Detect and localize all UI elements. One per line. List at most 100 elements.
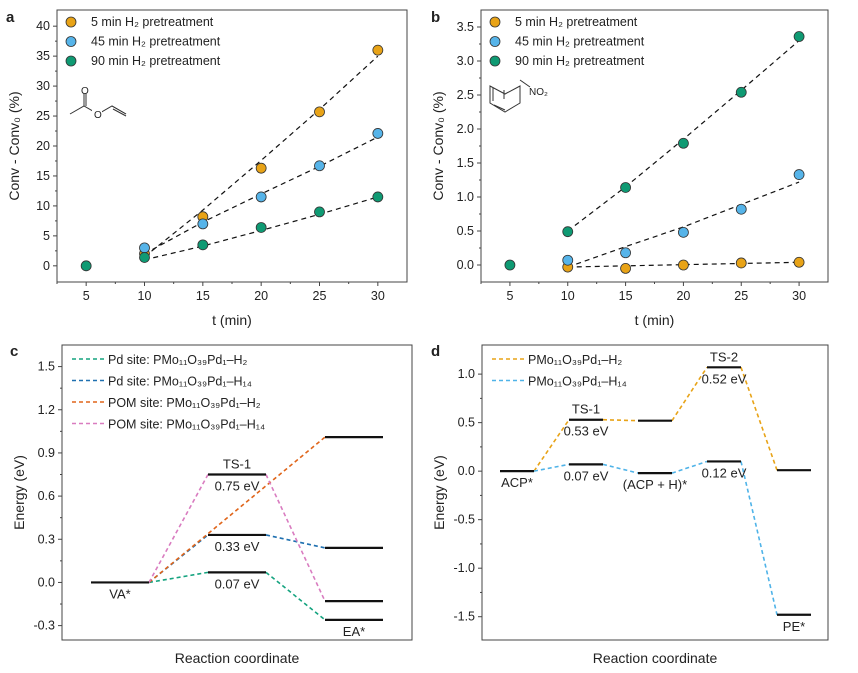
data-point-1	[314, 160, 325, 172]
legend-marker-0	[65, 16, 77, 28]
annotation-label: 0.53 eV	[564, 424, 609, 439]
x-axis-label: t (min)	[212, 312, 252, 328]
data-point-1	[255, 191, 267, 203]
legend-marker-1	[489, 36, 501, 47]
plot-frame	[61, 344, 413, 641]
panel-label-d: d	[431, 343, 440, 360]
connector-line-0	[602, 418, 639, 422]
annotation-label: VA*	[109, 586, 130, 601]
annotation-label: TS-1	[223, 457, 251, 472]
annotation-label: 0.07 eV	[564, 468, 609, 483]
y-tick-label: 2.0	[457, 122, 474, 136]
y-tick-label: 1.5	[38, 360, 55, 374]
connector-line-0	[148, 571, 209, 584]
connector-line-3	[265, 474, 326, 602]
legend-marker-1	[65, 36, 77, 47]
connector-line-0	[671, 366, 708, 422]
plot-frame	[56, 9, 408, 283]
annotation-label: PE*	[783, 619, 805, 634]
oxygen-label: O	[81, 86, 89, 97]
legend-marker-2	[65, 55, 77, 67]
y-tick-label: 35	[36, 49, 50, 63]
data-point-2	[314, 206, 325, 218]
connector-line-1	[533, 463, 570, 472]
y-tick-label: 0.0	[457, 258, 474, 272]
annotation-label: TS-2	[710, 349, 738, 364]
legend-label: 90 min H₂ pretreatment	[91, 54, 221, 68]
legend-label: 45 min H₂ pretreatment	[515, 35, 645, 49]
legend-label: Pd site: PMo₁₁O₃₉Pd₁–H₁₄	[108, 375, 252, 389]
data-point-0	[620, 262, 631, 274]
y-axis-label: Conv - Conv₀ (%)	[6, 91, 22, 200]
fit-line-1	[144, 136, 379, 255]
vinyl-acetate-structure-icon	[69, 84, 127, 118]
y-tick-label: 5	[43, 229, 50, 243]
y-tick-label: 40	[36, 19, 50, 33]
x-tick-label: 25	[313, 289, 327, 303]
data-point-2	[620, 182, 631, 193]
y-tick-label: 0.0	[38, 575, 55, 589]
data-point-1	[678, 226, 689, 238]
x-tick-label: 5	[83, 289, 90, 303]
data-point-2	[793, 31, 805, 42]
connector-line-3	[148, 474, 209, 583]
data-point-1	[793, 169, 805, 180]
y-tick-label: 1.2	[38, 403, 55, 417]
data-point-2	[735, 86, 747, 98]
y-tick-label: 1.0	[458, 367, 475, 381]
data-point-0	[314, 106, 325, 118]
nitrobenzene-structure-icon	[489, 79, 531, 113]
legend-label: 45 min H₂ pretreatment	[91, 35, 221, 49]
y-axis-label: Energy (eV)	[11, 455, 27, 530]
y-tick-label: 30	[36, 79, 50, 93]
data-point-1	[139, 242, 150, 254]
data-point-2	[197, 239, 209, 251]
annotation-label: EA*	[343, 624, 365, 639]
data-point-2	[678, 137, 689, 149]
x-tick-label: 15	[196, 289, 210, 303]
panel-label-b: b	[431, 9, 440, 26]
annotation-label: 0.52 eV	[702, 371, 747, 386]
y-axis-label: Conv - Conv₀ (%)	[430, 91, 446, 200]
legend-label: PMo₁₁O₃₉Pd₁–H₁₄	[528, 375, 627, 389]
x-tick-label: 20	[676, 289, 690, 303]
y-tick-label: 10	[36, 199, 50, 213]
panel-label-a: a	[6, 9, 15, 26]
x-axis-label: t (min)	[635, 312, 675, 328]
fit-line-0	[144, 55, 379, 258]
y-axis-label: Energy (eV)	[431, 455, 447, 530]
connector-line-1	[740, 461, 778, 615]
x-tick-label: 30	[371, 289, 385, 303]
annotation-label: (ACP + H)*	[623, 477, 687, 492]
y-tick-label: 0.9	[38, 446, 55, 460]
y-tick-label: 1.0	[457, 190, 474, 204]
y-tick-label: -1.5	[453, 610, 475, 624]
x-tick-label: 20	[254, 289, 268, 303]
data-point-1	[620, 247, 631, 259]
data-point-2	[80, 260, 92, 272]
y-tick-label: 0.0	[458, 464, 475, 478]
legend-label: 5 min H₂ pretreatment	[515, 15, 638, 29]
data-point-1	[372, 128, 384, 139]
data-point-2	[562, 226, 574, 238]
fit-line-2	[567, 40, 800, 232]
data-point-2	[372, 191, 384, 203]
data-point-0	[678, 259, 689, 271]
oxygen-label: O	[94, 110, 102, 121]
connector-line-0	[533, 419, 570, 472]
legend-label: POM site: PMo₁₁O₃₉Pd₁–H₁₄	[108, 418, 265, 432]
data-point-0	[372, 44, 384, 56]
data-point-1	[735, 203, 747, 215]
legend-marker-0	[489, 16, 501, 28]
x-tick-label: 10	[561, 289, 575, 303]
annotation-label: 0.33 eV	[215, 539, 260, 554]
plot-frame	[481, 344, 829, 641]
y-tick-label: 0.5	[457, 224, 474, 238]
connector-line-1	[265, 534, 326, 549]
y-tick-label: 0	[43, 259, 50, 273]
legend-label: POM site: PMo₁₁O₃₉Pd₁–H₂	[108, 396, 261, 410]
fit-line-0	[567, 261, 800, 268]
no2-label: NO₂	[529, 87, 548, 98]
legend-label: 90 min H₂ pretreatment	[515, 54, 645, 68]
